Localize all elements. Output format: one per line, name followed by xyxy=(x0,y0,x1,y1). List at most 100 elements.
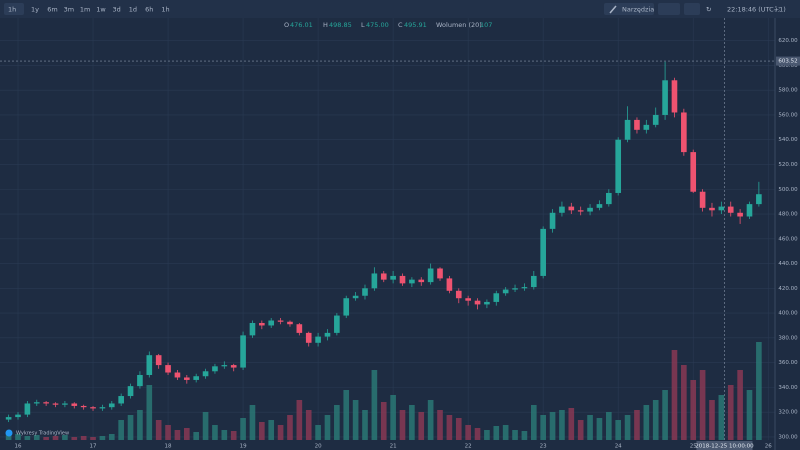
candle-body xyxy=(502,289,509,294)
x-tick-label: 22 xyxy=(465,444,472,450)
volume-bar xyxy=(324,415,331,440)
candle-body xyxy=(324,332,331,337)
volume-bar xyxy=(465,425,471,440)
crosshair-x-label: 2018-12-25 10:00:00 xyxy=(695,444,754,450)
volume-bar xyxy=(399,410,406,440)
volume-bar xyxy=(33,435,40,440)
candle-body xyxy=(108,403,115,408)
candle-body xyxy=(418,279,425,283)
tools[interactable]: Narzędzia xyxy=(622,6,654,14)
candle-body xyxy=(62,403,68,405)
volume-bar xyxy=(634,410,640,440)
range-button[interactable]: 1d xyxy=(129,6,137,14)
candle-body xyxy=(146,355,153,375)
volume-bar xyxy=(343,390,350,440)
volume-bar xyxy=(24,436,31,440)
candle-body xyxy=(652,114,659,125)
range-button[interactable]: 1y xyxy=(31,6,39,14)
candle-body xyxy=(512,288,518,290)
x-tick-label: 16 xyxy=(15,444,22,450)
volume-bar xyxy=(727,385,734,440)
candle-body xyxy=(343,298,350,316)
candle-body xyxy=(596,204,603,208)
volume-bar xyxy=(530,405,537,440)
crosshair-x-label-bg xyxy=(696,441,753,450)
range-button[interactable]: 6m xyxy=(47,6,57,14)
candle-body xyxy=(352,295,359,299)
volume-bar xyxy=(446,415,453,440)
candle-body xyxy=(587,207,593,212)
candles xyxy=(5,61,762,423)
candle-body xyxy=(296,324,303,333)
x-tick-label: 18 xyxy=(165,444,172,450)
volume-bar xyxy=(568,408,575,440)
clock: 22:18:46 (UTC+1) xyxy=(727,6,786,14)
range-button[interactable]: 6h xyxy=(145,6,153,14)
volume-bar xyxy=(146,385,153,440)
x-tick-label: 20 xyxy=(315,444,322,450)
candle-body xyxy=(568,206,575,211)
candle-body xyxy=(465,298,471,301)
volume-bar xyxy=(90,437,96,440)
volume-bar xyxy=(474,428,481,440)
candle-body xyxy=(549,212,556,229)
range-button[interactable]: 1h xyxy=(161,6,169,14)
candle-body xyxy=(624,119,631,140)
tools-button[interactable] xyxy=(604,3,654,15)
volume-bar xyxy=(596,418,603,440)
candle-body xyxy=(71,403,78,406)
candle-body xyxy=(155,355,162,366)
x-tick-label: 21 xyxy=(390,444,397,450)
legend-o-label: O xyxy=(284,21,289,29)
volume-bar xyxy=(390,395,396,440)
candle-body xyxy=(606,192,612,205)
candle-body xyxy=(540,228,546,276)
candle-body xyxy=(183,377,190,380)
fullscreen-button[interactable]: ⛶ xyxy=(775,6,780,14)
volume-bar xyxy=(334,405,340,440)
volume-bar xyxy=(512,430,518,440)
y-tick-label: 320.00 xyxy=(778,410,798,416)
range-button[interactable]: 1m xyxy=(80,6,90,14)
candle-body xyxy=(174,372,181,378)
candle-body xyxy=(127,386,134,397)
interval[interactable]: 1h xyxy=(8,6,16,14)
volume-bar xyxy=(127,415,134,440)
settings-button[interactable] xyxy=(658,3,680,15)
candle-body xyxy=(259,322,265,326)
undo-button[interactable] xyxy=(684,3,700,15)
volume-bar xyxy=(240,418,246,440)
candle-body xyxy=(268,320,275,326)
candle-body xyxy=(240,335,246,368)
y-tick-label: 440.00 xyxy=(778,261,798,267)
range-button[interactable]: 3m xyxy=(64,6,74,14)
redo-button[interactable]: ↻ xyxy=(706,6,711,14)
volume-bar xyxy=(606,412,612,440)
volume-bar xyxy=(15,434,21,440)
range-button[interactable]: 3d xyxy=(113,6,121,14)
volume-bar xyxy=(43,437,49,440)
watermark-logo xyxy=(5,429,13,437)
candle-body xyxy=(427,268,434,283)
candle-body xyxy=(380,273,387,280)
candle-body xyxy=(681,112,687,153)
volume-bar xyxy=(540,415,546,440)
y-tick-label: 300.00 xyxy=(778,434,798,440)
legend-volume-label: Wolumen (20) xyxy=(436,21,482,29)
candle-body xyxy=(399,275,406,284)
range-button[interactable]: 1w xyxy=(96,6,106,14)
interval-select[interactable] xyxy=(4,3,24,15)
volume-bar xyxy=(690,380,697,440)
volume-bar xyxy=(502,425,509,440)
candle-body xyxy=(249,322,256,336)
candle-body xyxy=(634,119,640,130)
volume-bar xyxy=(427,400,434,440)
candle-body xyxy=(80,405,87,408)
volume-bar xyxy=(118,420,124,440)
volume-pane xyxy=(5,342,762,440)
candle-body xyxy=(709,207,715,211)
candle-body xyxy=(24,403,31,415)
candle-body xyxy=(165,365,171,373)
volume-bar xyxy=(287,415,293,440)
